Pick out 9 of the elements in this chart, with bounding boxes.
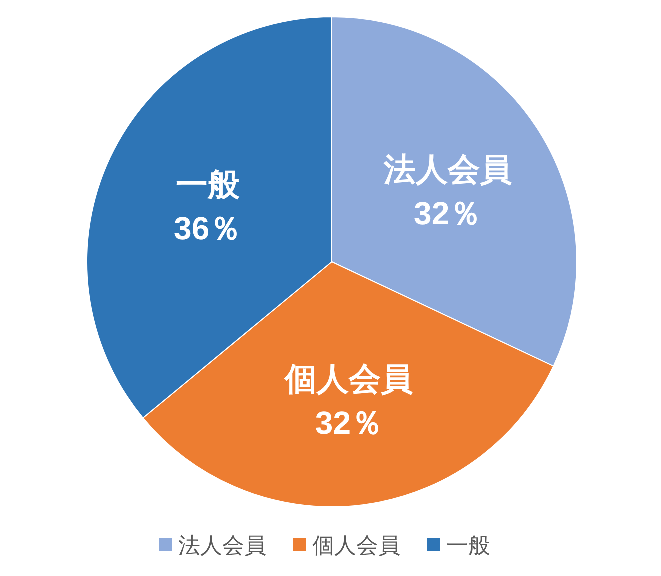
legend-label: 一般 <box>446 533 490 558</box>
data-label: 36％ <box>174 210 242 247</box>
legend-label: 個人会員 <box>312 533 400 558</box>
data-label: 32％ <box>315 405 383 442</box>
slice-label: 法人会員 <box>382 151 512 188</box>
slice-label: 個人会員 <box>284 361 414 398</box>
data-label: 32％ <box>414 195 482 232</box>
legend-label: 法人会員 <box>178 533 266 558</box>
slice-label: 一般 <box>176 166 241 203</box>
